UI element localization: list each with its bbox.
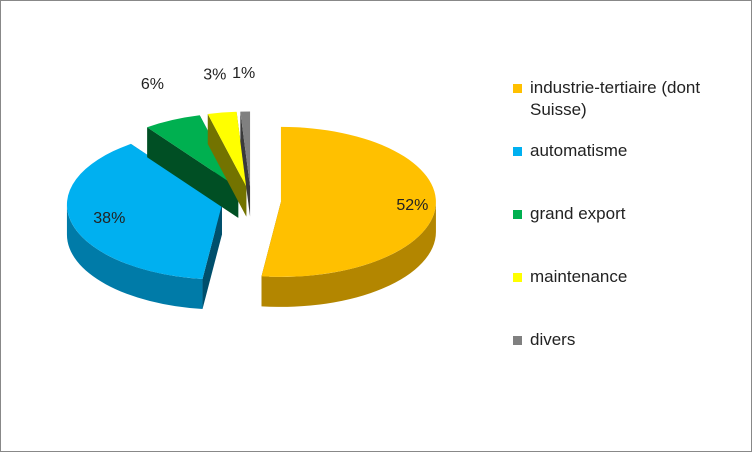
legend-item: automatisme — [513, 140, 713, 203]
slice-side — [207, 114, 247, 217]
legend: industrie-tertiaire (dont Suisse) automat… — [513, 77, 713, 392]
slice-wall — [261, 201, 436, 307]
slice-top — [207, 111, 247, 187]
legend-swatch — [513, 336, 522, 345]
pie-slice — [240, 111, 251, 217]
legend-swatch — [513, 210, 522, 219]
slice-top — [66, 143, 222, 280]
legend-swatch — [513, 147, 522, 156]
legend-item: grand export — [513, 203, 713, 266]
legend-swatch — [513, 273, 522, 282]
slice-top — [240, 111, 251, 187]
slice-side — [147, 127, 239, 218]
slice-wall — [66, 204, 203, 310]
legend-swatch — [513, 84, 522, 93]
legend-label: industrie-tertiaire (dont Suisse) — [530, 78, 701, 119]
data-label: 38% — [93, 210, 125, 227]
legend-label: grand export — [530, 204, 626, 223]
pie-slice — [66, 143, 222, 310]
pie-slice — [261, 126, 436, 307]
slice-top — [261, 126, 436, 277]
legend-label: maintenance — [530, 267, 628, 286]
slice-side — [240, 111, 251, 217]
legend-item: industrie-tertiaire (dont Suisse) — [513, 77, 713, 140]
legend-label: automatisme — [530, 141, 628, 160]
legend-label: divers — [530, 330, 576, 349]
slice-top — [147, 115, 239, 188]
legend-item: divers — [513, 329, 713, 392]
data-label: 6% — [141, 76, 164, 93]
legend-item: maintenance — [513, 266, 713, 329]
data-label: 1% — [232, 65, 255, 82]
data-label: 52% — [396, 197, 428, 214]
data-label: 3% — [203, 67, 226, 84]
pie-slice — [207, 111, 247, 217]
